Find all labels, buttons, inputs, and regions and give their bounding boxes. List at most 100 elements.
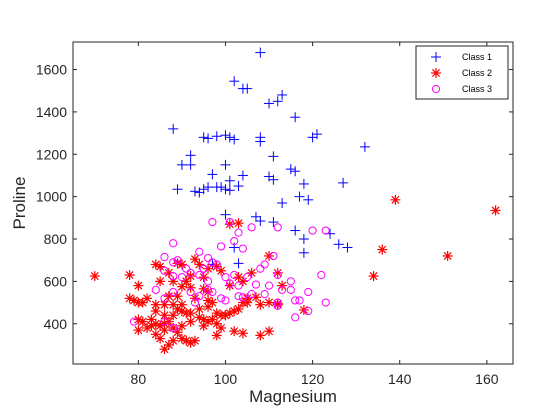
data-point xyxy=(377,244,388,255)
data-point xyxy=(155,276,166,287)
data-point xyxy=(203,263,214,274)
data-point xyxy=(195,270,204,280)
data-point xyxy=(264,281,274,290)
data-point xyxy=(203,277,213,286)
data-point xyxy=(194,312,205,323)
data-point xyxy=(216,322,227,333)
x-tick-labels: 80 100 120 140 160 xyxy=(131,371,499,387)
data-point xyxy=(272,96,283,107)
data-point xyxy=(273,270,282,280)
data-point xyxy=(177,273,187,282)
data-point xyxy=(199,264,208,273)
y-tick-labels: 400 600 800 1000 1200 1400 1600 xyxy=(36,62,67,332)
data-point xyxy=(176,259,187,270)
data-point xyxy=(308,226,317,235)
data-point xyxy=(247,223,256,232)
y-tick-label: 800 xyxy=(44,231,68,247)
series-1 xyxy=(168,47,370,270)
data-point xyxy=(133,280,144,291)
data-point xyxy=(203,133,214,144)
data-point xyxy=(264,326,275,337)
data-point xyxy=(368,271,379,282)
data-point xyxy=(304,306,313,316)
data-point xyxy=(317,270,326,280)
data-point xyxy=(229,242,240,253)
data-point xyxy=(208,217,217,227)
data-point xyxy=(298,304,309,315)
data-point xyxy=(251,280,261,289)
data-point xyxy=(303,194,314,205)
data-point xyxy=(290,112,301,123)
data-point xyxy=(159,310,170,321)
data-point xyxy=(198,320,209,331)
data-point xyxy=(203,253,213,263)
data-point xyxy=(490,205,501,216)
data-point xyxy=(160,317,169,326)
data-point xyxy=(442,250,453,261)
data-point xyxy=(264,98,275,109)
data-point xyxy=(186,287,195,297)
data-point xyxy=(268,217,279,228)
data-point xyxy=(189,335,200,346)
data-point xyxy=(290,166,301,177)
x-tick-label: 120 xyxy=(301,371,325,387)
data-point xyxy=(207,169,218,180)
data-point xyxy=(203,301,214,312)
x-tick-label: 160 xyxy=(475,371,499,387)
data-point xyxy=(237,170,248,181)
data-point xyxy=(195,247,204,256)
y-tick-label: 600 xyxy=(44,273,68,289)
data-point xyxy=(185,150,196,161)
data-point xyxy=(311,129,322,140)
data-point xyxy=(286,285,295,294)
x-axis-label: Magnesium xyxy=(249,387,337,406)
y-tick-label: 1000 xyxy=(36,189,67,205)
data-point xyxy=(286,277,295,286)
y-tick-label: 1400 xyxy=(36,104,67,120)
data-point xyxy=(189,254,200,265)
data-point xyxy=(129,317,139,326)
data-point xyxy=(168,123,179,134)
data-point xyxy=(321,226,330,235)
legend-label: Class 1 xyxy=(462,52,492,62)
data-point xyxy=(181,335,192,346)
data-point xyxy=(142,293,153,304)
data-point xyxy=(260,260,269,269)
data-point xyxy=(304,287,313,297)
x-tick-label: 140 xyxy=(388,371,412,387)
data-point xyxy=(176,299,187,310)
data-point xyxy=(172,327,183,338)
data-point xyxy=(255,47,266,58)
data-point xyxy=(255,299,266,310)
data-point xyxy=(230,270,239,280)
data-point xyxy=(255,216,266,227)
data-point xyxy=(168,335,179,346)
data-point xyxy=(216,265,227,276)
data-point xyxy=(291,313,300,322)
data-point xyxy=(294,191,305,202)
data-point xyxy=(291,296,300,305)
data-point xyxy=(124,293,135,304)
data-point xyxy=(234,292,243,301)
data-point xyxy=(298,178,309,189)
data-point xyxy=(298,234,309,245)
data-point xyxy=(195,292,204,301)
data-point xyxy=(155,261,166,272)
data-point xyxy=(176,320,187,331)
data-point xyxy=(229,306,240,317)
data-point xyxy=(160,294,169,303)
y-tick-label: 1200 xyxy=(36,146,67,162)
data-point xyxy=(159,299,170,310)
data-point xyxy=(150,306,161,317)
data-point xyxy=(150,329,161,340)
data-point xyxy=(237,276,248,287)
legend: Class 1 Class 2 Class 3 xyxy=(415,45,509,100)
data-point xyxy=(333,239,344,250)
data-point xyxy=(181,276,192,287)
data-point xyxy=(238,244,248,253)
data-point xyxy=(163,316,174,327)
data-point xyxy=(169,258,178,267)
data-point xyxy=(233,181,244,192)
data-point xyxy=(155,333,166,344)
data-point xyxy=(182,264,191,273)
